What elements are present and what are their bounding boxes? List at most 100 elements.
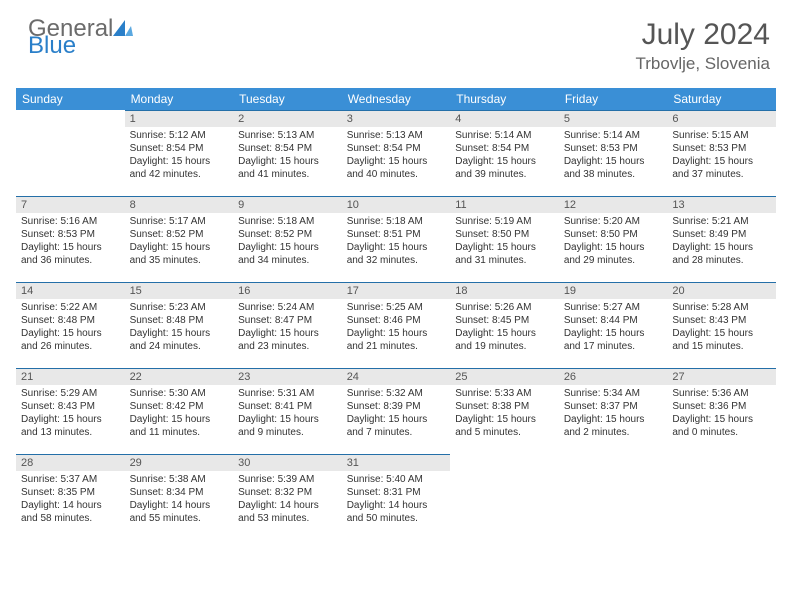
day-number: 28 [16, 454, 125, 471]
sunrise-line: Sunrise: 5:37 AM [21, 473, 120, 486]
sunset-line: Sunset: 8:41 PM [238, 400, 337, 413]
calendar-cell: 23Sunrise: 5:31 AMSunset: 8:41 PMDayligh… [233, 368, 342, 454]
day-content: Sunrise: 5:19 AMSunset: 8:50 PMDaylight:… [450, 213, 559, 271]
sunrise-line: Sunrise: 5:30 AM [130, 387, 229, 400]
sunrise-line: Sunrise: 5:14 AM [564, 129, 663, 142]
sunset-line: Sunset: 8:52 PM [238, 228, 337, 241]
weekday-tuesday: Tuesday [233, 88, 342, 110]
day-number: 9 [233, 196, 342, 213]
sunset-line: Sunset: 8:54 PM [238, 142, 337, 155]
sunset-line: Sunset: 8:34 PM [130, 486, 229, 499]
day-number: 20 [667, 282, 776, 299]
calendar-cell: 9Sunrise: 5:18 AMSunset: 8:52 PMDaylight… [233, 196, 342, 282]
sunrise-line: Sunrise: 5:31 AM [238, 387, 337, 400]
calendar-cell: 28Sunrise: 5:37 AMSunset: 8:35 PMDayligh… [16, 454, 125, 540]
weekday-monday: Monday [125, 88, 234, 110]
day-content: Sunrise: 5:23 AMSunset: 8:48 PMDaylight:… [125, 299, 234, 357]
day-content: Sunrise: 5:25 AMSunset: 8:46 PMDaylight:… [342, 299, 451, 357]
sunrise-line: Sunrise: 5:26 AM [455, 301, 554, 314]
sunset-line: Sunset: 8:53 PM [21, 228, 120, 241]
sunrise-line: Sunrise: 5:18 AM [238, 215, 337, 228]
sunrise-line: Sunrise: 5:18 AM [347, 215, 446, 228]
day-content: Sunrise: 5:31 AMSunset: 8:41 PMDaylight:… [233, 385, 342, 443]
sunset-line: Sunset: 8:48 PM [21, 314, 120, 327]
day-number: 26 [559, 368, 668, 385]
sunset-line: Sunset: 8:53 PM [564, 142, 663, 155]
day-content: Sunrise: 5:22 AMSunset: 8:48 PMDaylight:… [16, 299, 125, 357]
sunrise-line: Sunrise: 5:22 AM [21, 301, 120, 314]
day-number: 4 [450, 110, 559, 127]
weekday-saturday: Saturday [667, 88, 776, 110]
sunrise-line: Sunrise: 5:12 AM [130, 129, 229, 142]
calendar-row: 7Sunrise: 5:16 AMSunset: 8:53 PMDaylight… [16, 196, 776, 282]
sunset-line: Sunset: 8:54 PM [130, 142, 229, 155]
day-number: 12 [559, 196, 668, 213]
sunrise-line: Sunrise: 5:17 AM [130, 215, 229, 228]
day-number: 14 [16, 282, 125, 299]
sunset-line: Sunset: 8:54 PM [455, 142, 554, 155]
day-content: Sunrise: 5:28 AMSunset: 8:43 PMDaylight:… [667, 299, 776, 357]
sunset-line: Sunset: 8:39 PM [347, 400, 446, 413]
day-content: Sunrise: 5:16 AMSunset: 8:53 PMDaylight:… [16, 213, 125, 271]
calendar-cell: 16Sunrise: 5:24 AMSunset: 8:47 PMDayligh… [233, 282, 342, 368]
sunset-line: Sunset: 8:42 PM [130, 400, 229, 413]
day-content: Sunrise: 5:15 AMSunset: 8:53 PMDaylight:… [667, 127, 776, 185]
sunrise-line: Sunrise: 5:16 AM [21, 215, 120, 228]
daylight-line: Daylight: 14 hours and 55 minutes. [130, 499, 229, 525]
day-number: 7 [16, 196, 125, 213]
month-title: July 2024 [636, 18, 771, 52]
sunset-line: Sunset: 8:44 PM [564, 314, 663, 327]
calendar-cell: 4 Sunrise: 5:14 AMSunset: 8:54 PMDaylight… [450, 110, 559, 196]
sunset-line: Sunset: 8:37 PM [564, 400, 663, 413]
location: Trbovlje, Slovenia [636, 54, 771, 74]
sunrise-line: Sunrise: 5:40 AM [347, 473, 446, 486]
weekday-wednesday: Wednesday [342, 88, 451, 110]
sunrise-line: Sunrise: 5:34 AM [564, 387, 663, 400]
day-number: 13 [667, 196, 776, 213]
daylight-line: Daylight: 15 hours and 19 minutes. [455, 327, 554, 353]
sunset-line: Sunset: 8:35 PM [21, 486, 120, 499]
day-number: 2 [233, 110, 342, 127]
calendar-cell: 12Sunrise: 5:20 AMSunset: 8:50 PMDayligh… [559, 196, 668, 282]
sunset-line: Sunset: 8:48 PM [130, 314, 229, 327]
daylight-line: Daylight: 15 hours and 35 minutes. [130, 241, 229, 267]
sunrise-line: Sunrise: 5:27 AM [564, 301, 663, 314]
daylight-line: Daylight: 15 hours and 24 minutes. [130, 327, 229, 353]
daylight-line: Daylight: 15 hours and 9 minutes. [238, 413, 337, 439]
daylight-line: Daylight: 15 hours and 29 minutes. [564, 241, 663, 267]
sunrise-line: Sunrise: 5:25 AM [347, 301, 446, 314]
sunset-line: Sunset: 8:38 PM [455, 400, 554, 413]
day-number: 25 [450, 368, 559, 385]
day-content: Sunrise: 5:34 AMSunset: 8:37 PMDaylight:… [559, 385, 668, 443]
calendar-cell: 14Sunrise: 5:22 AMSunset: 8:48 PMDayligh… [16, 282, 125, 368]
daylight-line: Daylight: 15 hours and 32 minutes. [347, 241, 446, 267]
day-content: Sunrise: 5:26 AMSunset: 8:45 PMDaylight:… [450, 299, 559, 357]
daylight-line: Daylight: 15 hours and 31 minutes. [455, 241, 554, 267]
daylight-line: Daylight: 15 hours and 17 minutes. [564, 327, 663, 353]
logo-triangle-icon [113, 18, 135, 41]
day-number: 23 [233, 368, 342, 385]
day-content: Sunrise: 5:29 AMSunset: 8:43 PMDaylight:… [16, 385, 125, 443]
daylight-line: Daylight: 15 hours and 39 minutes. [455, 155, 554, 181]
calendar-cell: 5Sunrise: 5:14 AMSunset: 8:53 PMDaylight… [559, 110, 668, 196]
sunset-line: Sunset: 8:31 PM [347, 486, 446, 499]
calendar-cell [559, 454, 668, 540]
sunrise-line: Sunrise: 5:13 AM [238, 129, 337, 142]
calendar-cell: 6Sunrise: 5:15 AMSunset: 8:53 PMDaylight… [667, 110, 776, 196]
daylight-line: Daylight: 15 hours and 36 minutes. [21, 241, 120, 267]
daylight-line: Daylight: 15 hours and 5 minutes. [455, 413, 554, 439]
calendar-row: 14Sunrise: 5:22 AMSunset: 8:48 PMDayligh… [16, 282, 776, 368]
calendar-body: 1Sunrise: 5:12 AMSunset: 8:54 PMDaylight… [16, 110, 776, 540]
calendar-cell: 3Sunrise: 5:13 AMSunset: 8:54 PMDaylight… [342, 110, 451, 196]
daylight-line: Daylight: 14 hours and 50 minutes. [347, 499, 446, 525]
daylight-line: Daylight: 15 hours and 11 minutes. [130, 413, 229, 439]
calendar-cell: 26Sunrise: 5:34 AMSunset: 8:37 PMDayligh… [559, 368, 668, 454]
sunrise-line: Sunrise: 5:33 AM [455, 387, 554, 400]
calendar-cell: 24Sunrise: 5:32 AMSunset: 8:39 PMDayligh… [342, 368, 451, 454]
day-number: 31 [342, 454, 451, 471]
calendar-cell: 19Sunrise: 5:27 AMSunset: 8:44 PMDayligh… [559, 282, 668, 368]
weekday-header-row: SundayMondayTuesdayWednesdayThursdayFrid… [16, 88, 776, 110]
sunrise-line: Sunrise: 5:14 AM [455, 129, 554, 142]
sunset-line: Sunset: 8:47 PM [238, 314, 337, 327]
calendar-cell: 27Sunrise: 5:36 AMSunset: 8:36 PMDayligh… [667, 368, 776, 454]
